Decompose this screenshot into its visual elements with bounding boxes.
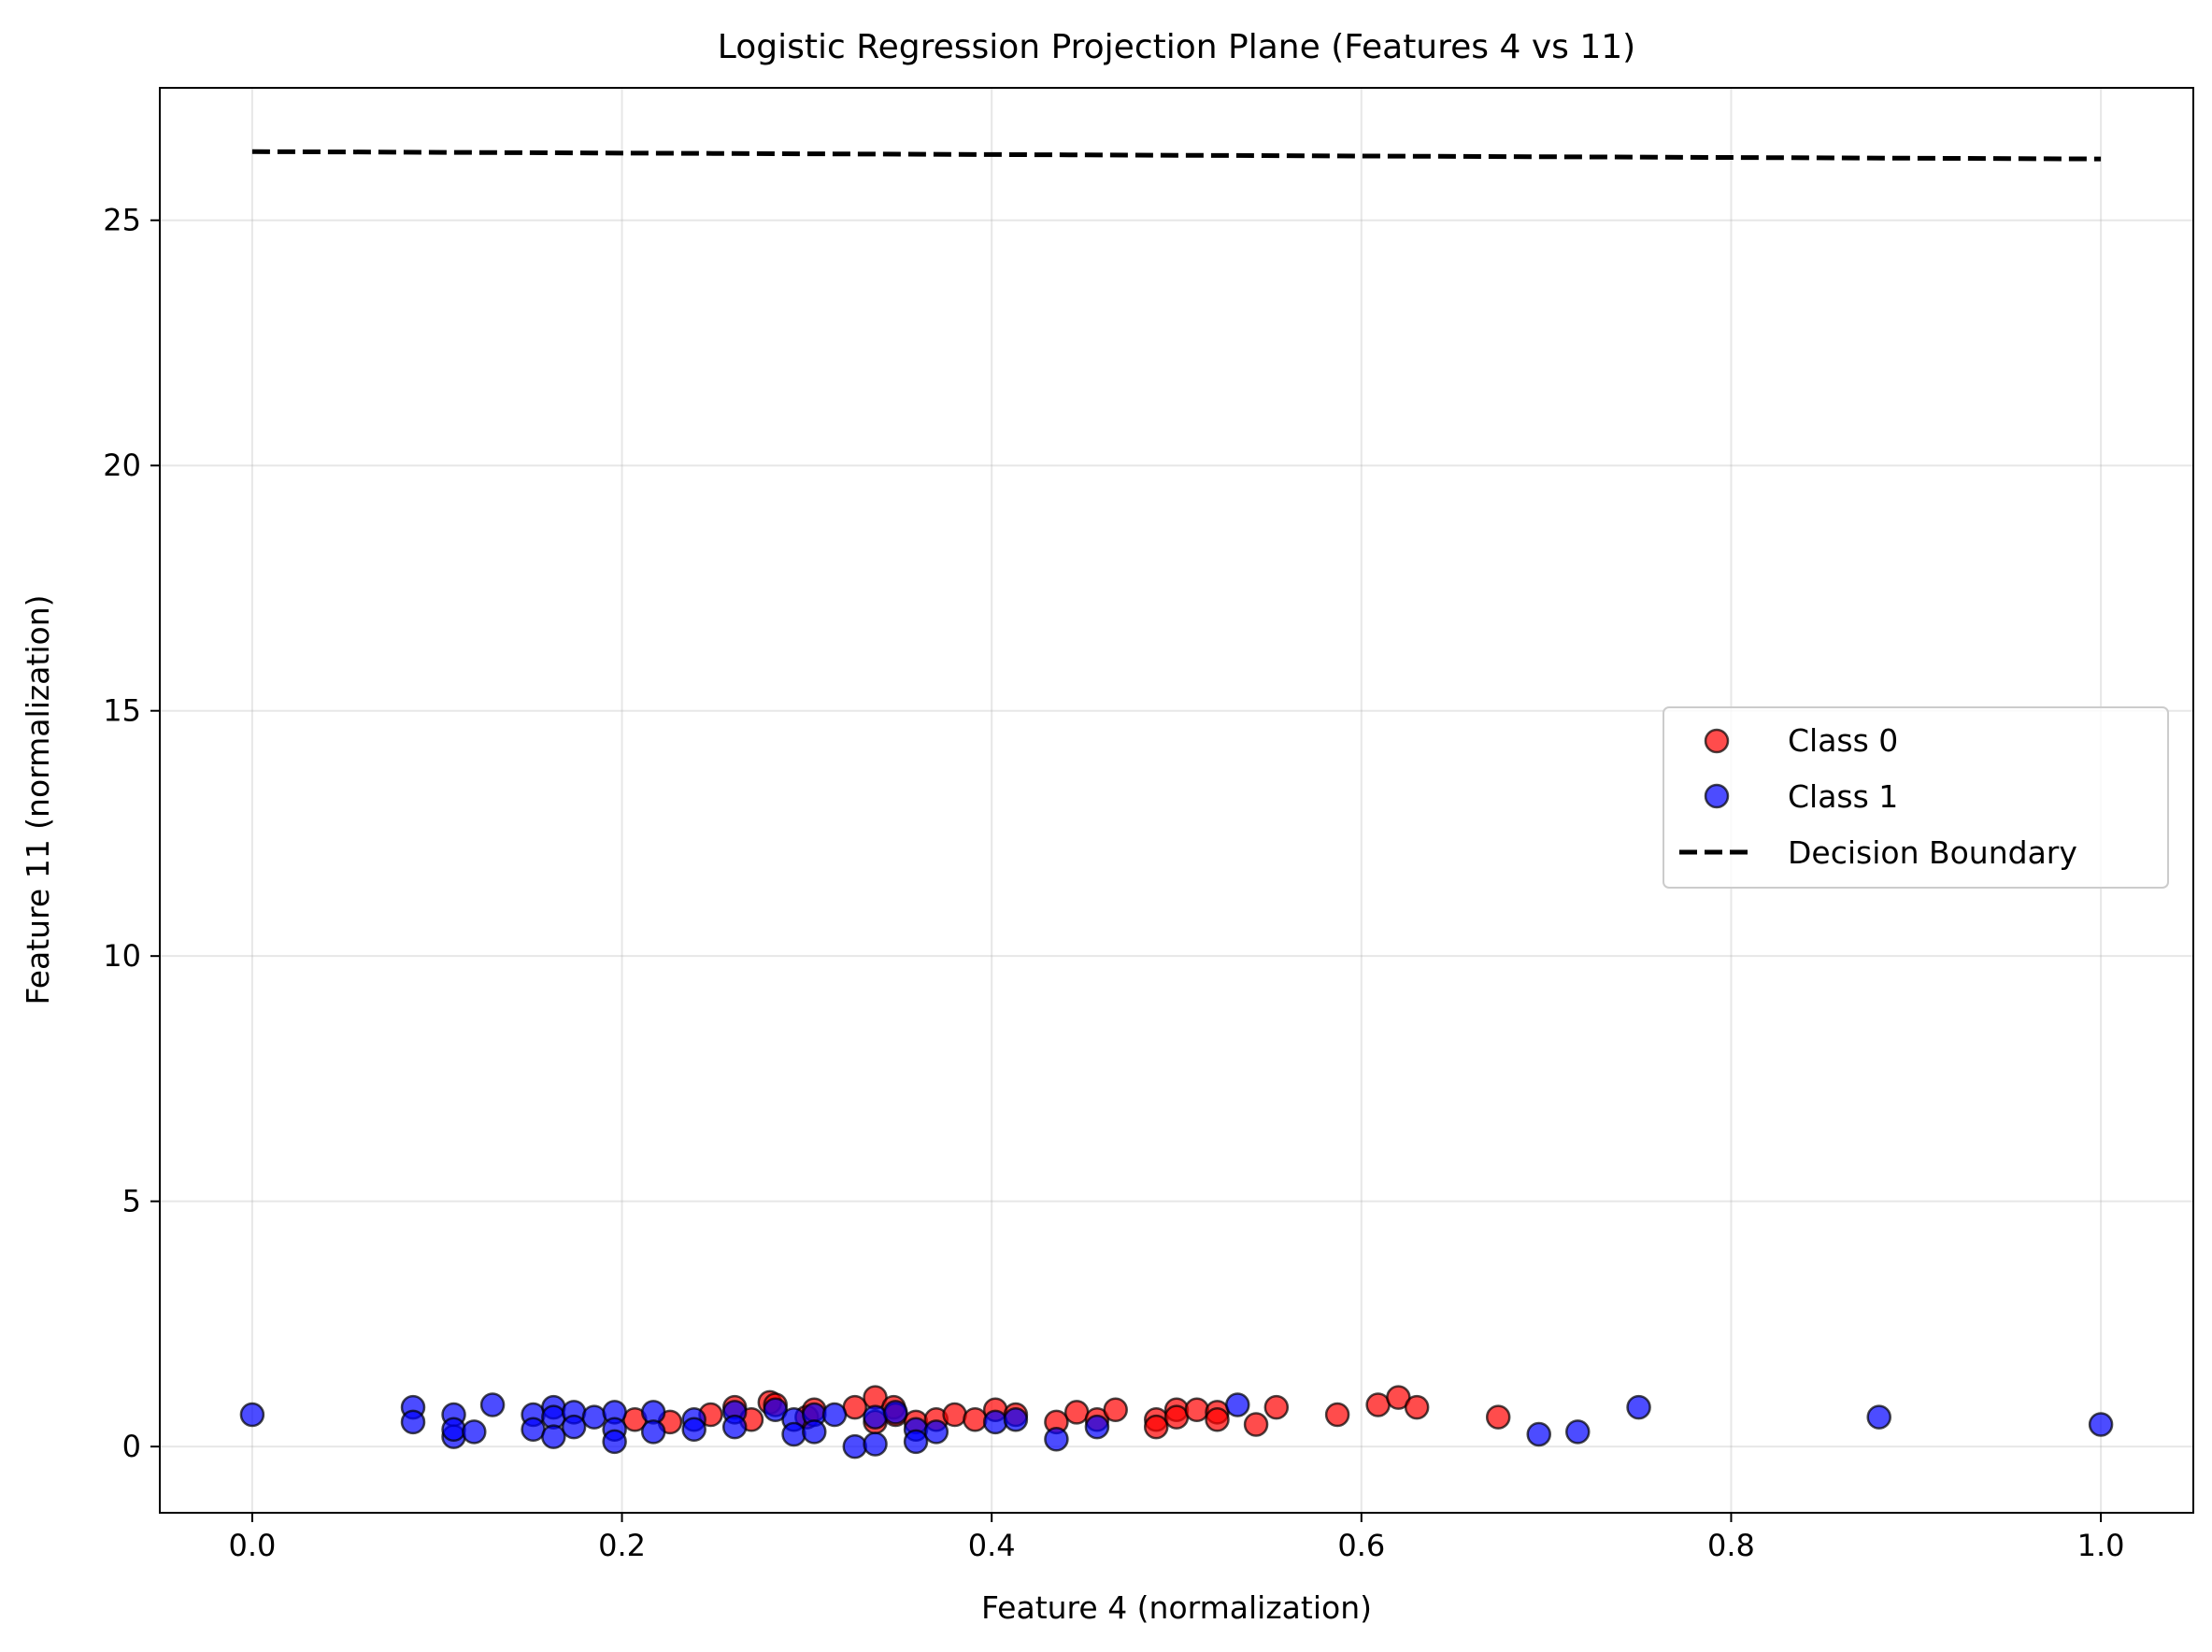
y-tick-label: 15	[103, 693, 141, 729]
data-point-class-0	[842, 1394, 868, 1420]
data-point-class-1	[561, 1414, 587, 1440]
data-point-class-1	[541, 1424, 566, 1449]
data-point-class-1	[1526, 1421, 1551, 1447]
data-point-class-1	[479, 1392, 506, 1417]
x-tick-label: 0.8	[1707, 1528, 1755, 1563]
decision-boundary-layer	[251, 149, 2102, 162]
legend: Class 0 Class 1 Decision Boundary	[1663, 706, 2169, 889]
legend-label-class-1: Class 1	[1788, 778, 1898, 815]
data-point-class-1	[923, 1419, 949, 1445]
data-point-class-0	[1485, 1404, 1511, 1430]
y-tick-label: 25	[103, 203, 141, 238]
x-tick-label: 0.6	[1337, 1528, 1385, 1563]
data-point-class-1	[640, 1419, 666, 1445]
y-tick-label: 10	[103, 938, 141, 974]
y-axis-ticks: 0 5 10 15 20 25	[103, 203, 160, 1464]
y-tick-label: 5	[122, 1184, 141, 1219]
data-point-class-0	[963, 1407, 988, 1432]
data-point-class-1	[863, 1431, 888, 1457]
data-point-class-1	[441, 1417, 466, 1443]
data-point-class-1	[842, 1433, 868, 1460]
data-point-class-1	[1626, 1394, 1651, 1420]
data-points	[239, 1385, 2114, 1460]
data-point-class-0	[1263, 1394, 1290, 1420]
data-point-class-1	[821, 1402, 848, 1428]
x-tick-label: 1.0	[2077, 1528, 2125, 1563]
data-point-class-1	[2088, 1412, 2114, 1437]
legend-label-decision-boundary: Decision Boundary	[1788, 834, 2077, 871]
plot-area-frame	[159, 87, 2194, 1514]
chart-title: Logistic Regression Projection Plane (Fe…	[718, 28, 1635, 66]
data-point-class-1	[1225, 1392, 1250, 1417]
data-point-class-1	[1084, 1414, 1110, 1440]
data-point-class-0	[1365, 1392, 1391, 1417]
data-point-class-0	[1184, 1397, 1210, 1423]
legend-marker-class-1	[1704, 783, 1730, 809]
data-point-class-1	[883, 1400, 908, 1425]
data-point-class-1	[781, 1421, 806, 1447]
data-point-class-1	[1866, 1404, 1891, 1430]
data-point-class-0	[1103, 1397, 1128, 1423]
y-tick-label: 20	[103, 448, 141, 483]
data-point-class-1	[462, 1419, 487, 1445]
data-point-class-1	[863, 1404, 888, 1430]
x-axis-label: Feature 4 (normalization)	[981, 1589, 1372, 1626]
data-point-class-1	[721, 1414, 748, 1440]
data-point-class-0	[942, 1402, 967, 1428]
decision-boundary-line	[251, 149, 2102, 162]
x-tick-label: 0.0	[228, 1528, 276, 1563]
data-point-class-1	[1044, 1427, 1069, 1452]
y-axis-label: Feature 11 (normalization)	[20, 595, 56, 1005]
legend-marker-class-0	[1704, 728, 1730, 754]
data-point-class-0	[1163, 1404, 1190, 1430]
data-point-class-1	[1003, 1407, 1029, 1432]
data-point-class-0	[1205, 1407, 1230, 1432]
data-point-class-1	[400, 1409, 426, 1435]
y-tick-label: 0	[122, 1429, 141, 1464]
x-tick-label: 0.4	[968, 1528, 1016, 1563]
data-point-class-0	[1143, 1414, 1169, 1440]
data-point-class-1	[1565, 1419, 1591, 1445]
data-point-class-1	[982, 1409, 1008, 1435]
x-tick-label: 0.2	[598, 1528, 646, 1563]
data-point-class-1	[581, 1404, 607, 1430]
x-axis-ticks: 0.0 0.2 0.4 0.6 0.8 1.0	[228, 1513, 2125, 1563]
legend-label-class-0: Class 0	[1788, 722, 1898, 759]
legend-box	[1663, 706, 2169, 889]
data-point-class-1	[602, 1429, 627, 1455]
data-point-class-0	[1404, 1394, 1430, 1420]
data-point-class-0	[1063, 1400, 1090, 1425]
data-point-class-1	[239, 1402, 265, 1428]
data-point-class-1	[521, 1417, 546, 1443]
data-point-class-0	[1243, 1412, 1269, 1437]
data-point-class-1	[802, 1419, 827, 1445]
data-point-class-0	[1324, 1402, 1350, 1428]
data-point-class-1	[903, 1429, 929, 1455]
data-point-class-1	[681, 1417, 706, 1443]
